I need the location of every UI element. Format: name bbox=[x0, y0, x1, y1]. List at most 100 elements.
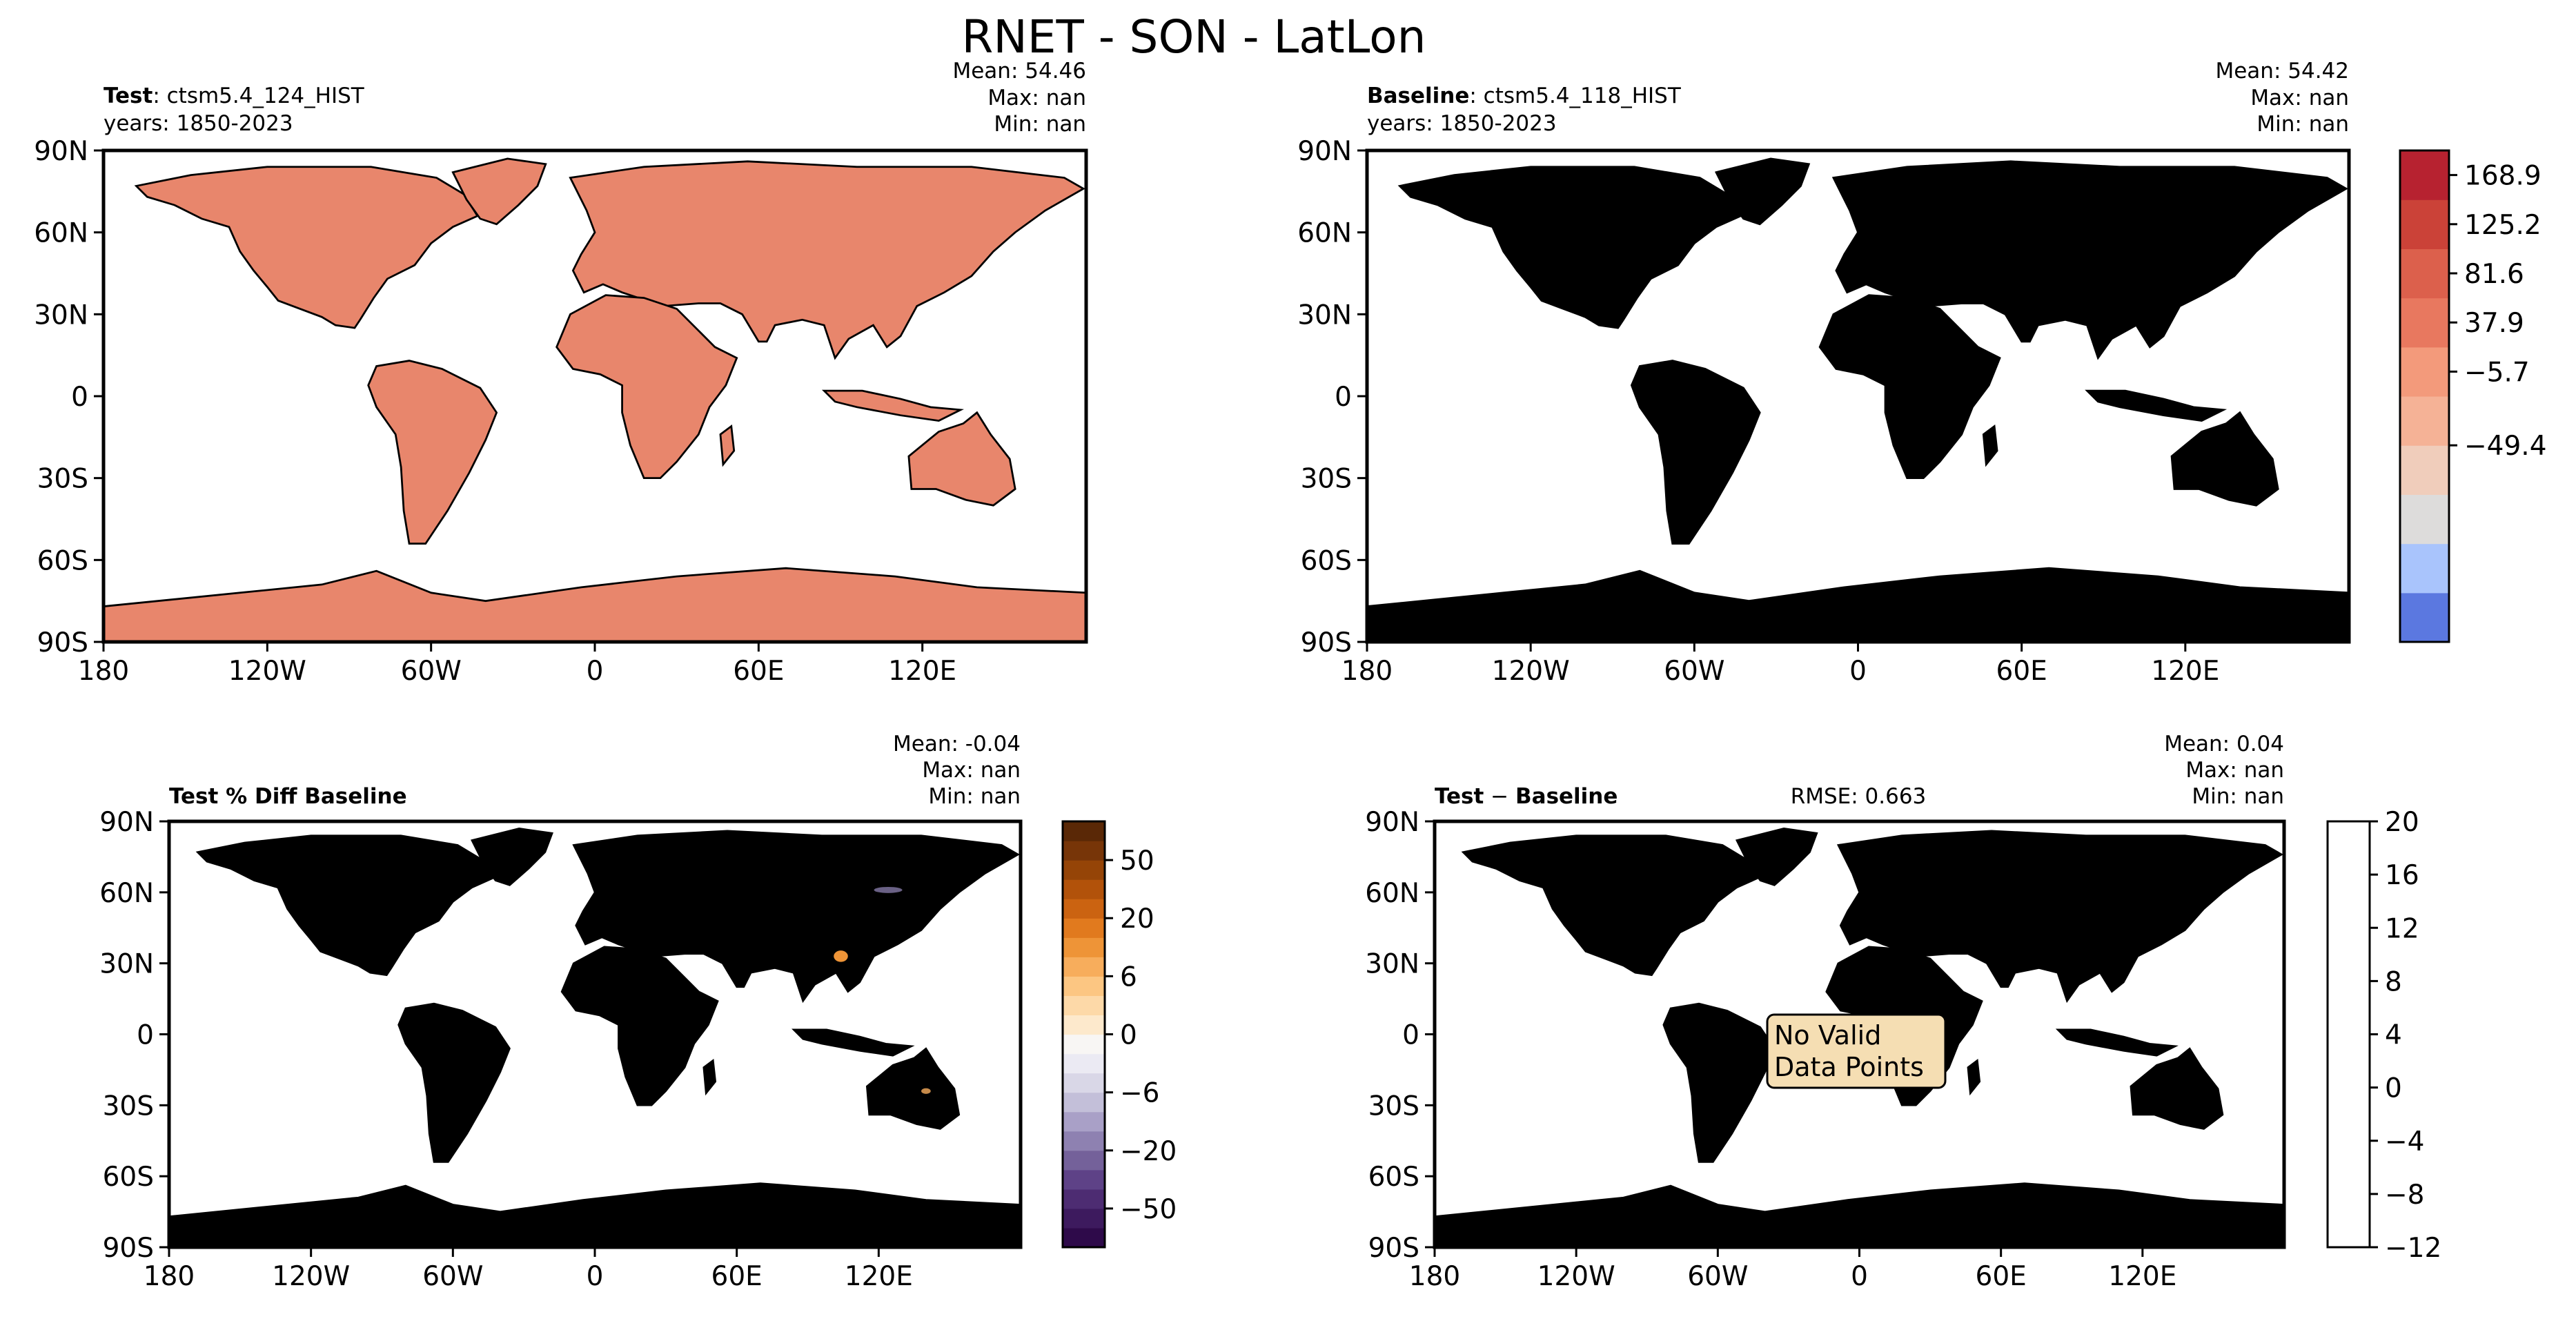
pct-diff-lon-tick-label: 0 bbox=[587, 1261, 604, 1292]
diff-lon-tick-label: 120W bbox=[1537, 1261, 1615, 1292]
colorbar-pct-swatch bbox=[1063, 899, 1105, 919]
test-lon-tick-label: 60E bbox=[733, 656, 784, 687]
colorbar-pct-swatch bbox=[1063, 1208, 1105, 1229]
diff-label-minus: − bbox=[1484, 784, 1515, 809]
pct-diff-lon-tick-label: 60E bbox=[711, 1261, 763, 1292]
baseline-max: Max: nan bbox=[2250, 86, 2349, 110]
test-lon-tick-label: 120E bbox=[888, 656, 956, 687]
colorbar-main-frame bbox=[2399, 149, 2450, 643]
baseline-lat-tick-label: 30S bbox=[1301, 464, 1352, 495]
baseline-lon-tick-label: 120W bbox=[1492, 656, 1570, 687]
diff-lat-tick-label: 30N bbox=[1365, 949, 1419, 980]
diff-lat-tick-label: 60S bbox=[1368, 1162, 1419, 1193]
test-lat-tick-label: 30N bbox=[34, 300, 88, 331]
pct-diff-lat-tick-label: 30S bbox=[103, 1091, 154, 1122]
colorbar-main-swatch bbox=[2400, 494, 2449, 545]
colorbar-pct-swatch bbox=[1063, 860, 1105, 880]
diff-lon-tick-label: 120E bbox=[2108, 1261, 2176, 1292]
no-data-line2: Data Points bbox=[1774, 1052, 1924, 1082]
baseline-label: Baseline: ctsm5.4_118_HIST bbox=[1367, 84, 1682, 108]
diff-label-baseline: Baseline bbox=[1515, 784, 1618, 809]
test-lat-tick-label: 0 bbox=[71, 382, 88, 413]
colorbar-pct-swatch bbox=[1063, 821, 1105, 841]
colorbar-main-swatch bbox=[2400, 445, 2449, 495]
no-data-box bbox=[1766, 1013, 1947, 1089]
colorbar-pct-swatch bbox=[1063, 1053, 1105, 1074]
colorbar-diff-tick-label: 16 bbox=[2385, 860, 2419, 891]
panel-pct-diff: Test % Diff Baseline Mean: -0.04 Max: na… bbox=[167, 732, 1023, 1249]
diff-min: Min: nan bbox=[2192, 784, 2284, 809]
no-data-line1: No Valid bbox=[1774, 1020, 1881, 1051]
colorbar-main-tick-label: 81.6 bbox=[2464, 259, 2524, 290]
pct-diff-lat-tick-label: 30N bbox=[99, 949, 154, 980]
colorbar-main-swatches bbox=[2400, 150, 2449, 643]
colorbar-pct-ticks: 50 20 6 0 −6 −20 −50 bbox=[1105, 846, 1177, 1225]
diff-lat-tick-label: 60N bbox=[1365, 878, 1419, 909]
colorbar-diff-tick-label: 20 bbox=[2385, 807, 2419, 838]
baseline-lat-tick-label: 90S bbox=[1301, 627, 1352, 658]
colorbar-pct-swatch bbox=[1063, 1150, 1105, 1171]
colorbar-pct-tick-label: 0 bbox=[1120, 1020, 1137, 1051]
pct-diff-mean: Mean: -0.04 bbox=[893, 732, 1021, 756]
colorbar-pct-swatch bbox=[1063, 1131, 1105, 1151]
colorbar-main-tick-label: −5.7 bbox=[2464, 357, 2530, 388]
colorbar-main-swatch bbox=[2400, 346, 2449, 397]
pct-diff-min: Min: nan bbox=[928, 784, 1021, 809]
colorbar-main-swatch bbox=[2400, 543, 2449, 594]
colorbar-pct-swatch bbox=[1063, 1073, 1105, 1093]
pct-diff-hotspot-china bbox=[834, 950, 848, 962]
colorbar-pct-tick-label: 50 bbox=[1120, 846, 1154, 877]
colorbar-pct-tick-label: −50 bbox=[1120, 1194, 1177, 1225]
baseline-label-case: : ctsm5.4_118_HIST bbox=[1469, 84, 1681, 108]
diff-lat-tick-label: 0 bbox=[1402, 1020, 1419, 1051]
test-label-bold: Test bbox=[104, 84, 153, 108]
colorbar-diff-tick-label: −12 bbox=[2385, 1233, 2441, 1264]
colorbar-pct-swatch bbox=[1063, 918, 1105, 938]
colorbar-main-ticks: 168.9 125.2 81.6 37.9 −5.7 −49.4 bbox=[2449, 161, 2547, 462]
pct-diff-lon-tick-label: 180 bbox=[144, 1261, 195, 1292]
baseline-lat-tick-label: 0 bbox=[1335, 382, 1352, 413]
colorbar-pct-tick-label: −6 bbox=[1120, 1078, 1160, 1109]
diff-rmse: RMSE: 0.663 bbox=[1791, 784, 1927, 809]
test-lat-tick-label: 60S bbox=[37, 545, 88, 576]
colorbar-pct-swatch bbox=[1063, 841, 1105, 861]
test-label-case: : ctsm5.4_124_HIST bbox=[153, 84, 364, 108]
test-lat-tick-label: 90N bbox=[34, 136, 88, 167]
diff-mean: Mean: 0.04 bbox=[2164, 732, 2284, 756]
pct-diff-hotspot-siberia bbox=[874, 886, 903, 893]
baseline-lon-tick-label: 60E bbox=[1996, 656, 2047, 687]
test-lat-tick-label: 60N bbox=[34, 218, 88, 249]
colorbar-main: 168.9 125.2 81.6 37.9 −5.7 −49.4 bbox=[2399, 149, 2547, 643]
diff-max: Max: nan bbox=[2185, 758, 2284, 783]
baseline-lon-tick-label: 60W bbox=[1664, 656, 1724, 687]
baseline-lat-tick-label: 60S bbox=[1301, 545, 1352, 576]
colorbar-diff-tick-label: 8 bbox=[2385, 966, 2402, 997]
pct-diff-max: Max: nan bbox=[922, 758, 1021, 783]
test-years: years: 1850-2023 bbox=[104, 111, 293, 136]
colorbar-pct-frame bbox=[1061, 820, 1106, 1249]
panel-test: Test: ctsm5.4_124_HIST years: 1850-2023 … bbox=[101, 59, 1088, 644]
colorbar-pct-swatches bbox=[1063, 821, 1105, 1248]
colorbar-main-swatch bbox=[2400, 150, 2449, 200]
colorbar-pct-swatch bbox=[1063, 879, 1105, 899]
test-min: Min: nan bbox=[994, 112, 1086, 137]
colorbar-main-tick-label: −49.4 bbox=[2464, 431, 2547, 462]
colorbar-diff: 20 16 12 8 4 0 −4 −8 −12 bbox=[2326, 807, 2441, 1264]
test-lat-tick-label: 30S bbox=[37, 464, 88, 495]
baseline-mean: Mean: 54.42 bbox=[2215, 59, 2349, 84]
panel-diff: Test − Baseline RMSE: 0.663 Mean: 0.04 M… bbox=[1433, 732, 2286, 1249]
baseline-lat-tick-label: 60N bbox=[1297, 218, 1352, 249]
baseline-lon-tick-label: 120E bbox=[2151, 656, 2219, 687]
colorbar-diff-tick-label: 0 bbox=[2385, 1073, 2402, 1104]
colorbar-diff-tick-label: 4 bbox=[2385, 1020, 2402, 1051]
colorbar-main-tick-label: 125.2 bbox=[2464, 210, 2541, 241]
colorbar-diff-ticks: 20 16 12 8 4 0 −4 −8 −12 bbox=[2370, 807, 2441, 1264]
pct-diff-lon-tick-label: 120E bbox=[845, 1261, 913, 1292]
colorbar-pct-swatch bbox=[1063, 1111, 1105, 1132]
colorbar-diff-tick-label: −8 bbox=[2385, 1180, 2425, 1211]
colorbar-pct-swatch bbox=[1063, 1015, 1105, 1035]
colorbar-pct-tick-label: 6 bbox=[1120, 961, 1137, 993]
colorbar-pct-swatch bbox=[1063, 1227, 1105, 1248]
